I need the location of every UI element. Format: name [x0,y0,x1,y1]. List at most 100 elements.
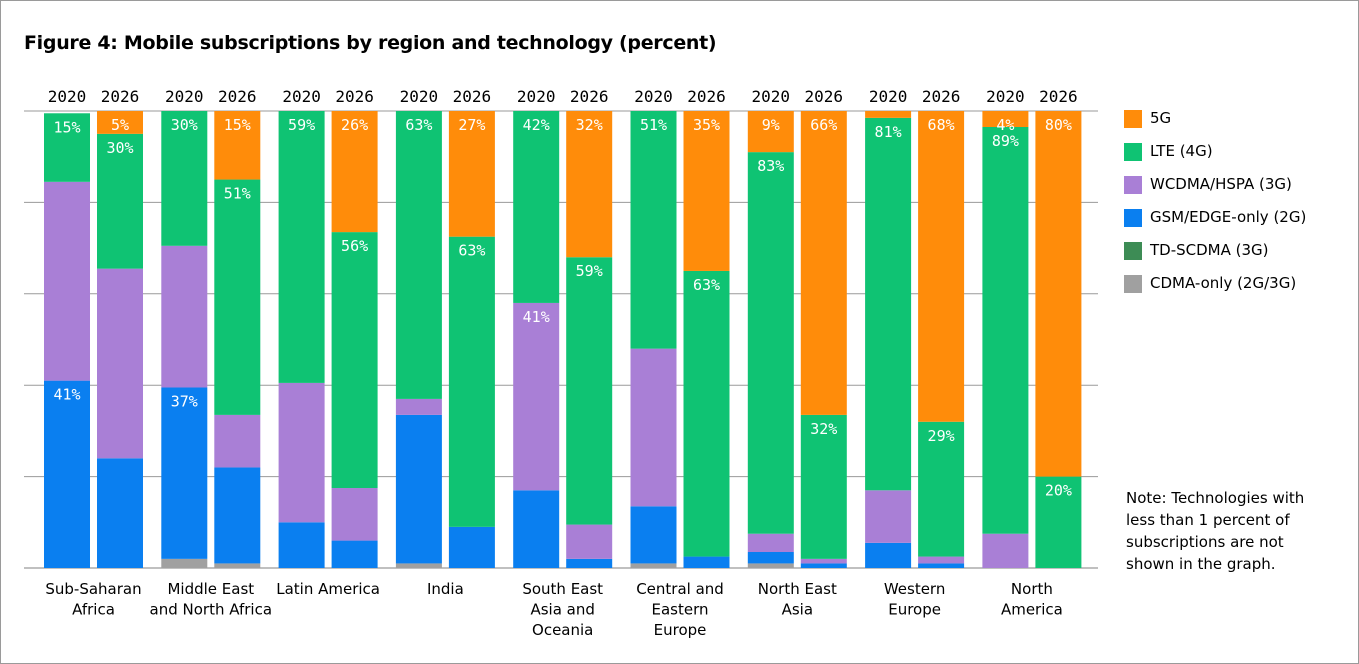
bar-segment-5g [97,111,143,134]
bar-segment-5g [747,111,794,153]
bar-segment-5g [1035,111,1082,477]
year-label: 2026 [453,87,492,106]
bar-segment-lte-4g [1035,476,1082,568]
bar-segment-lte-4g [214,179,261,415]
year-label: 2026 [922,87,961,106]
data-label: 32% [576,116,603,134]
bar-segment-lte-4g [918,421,965,557]
region-label-line: Middle East [167,580,254,598]
year-label: 2026 [570,87,609,106]
year-label: 2020 [48,87,87,106]
bar-segment-gsm-edge-only-2g [630,506,677,564]
region-label-north-east-asia: North East Asia [758,580,837,619]
data-label: 83% [757,157,784,175]
bar-segment-cdma-only-2g-3g [214,563,261,568]
legend-label-td-scdma: TD-SCDMA (3G) [1150,241,1269,259]
bar-segment-lte-4g [800,414,847,559]
year-label: 2020 [165,87,204,106]
region-label-sub-saharan-africa: Sub-Saharan Africa [45,580,141,619]
bar-segment-5g [566,111,613,258]
bar-segment-5g [331,111,378,233]
region-label-line: Eastern [651,601,708,619]
year-label: 2020 [986,87,1025,106]
bar-segment-lte-4g [161,111,208,246]
footnote: Note: Technologies with less than 1 perc… [1126,489,1305,573]
bar-segment-gsm-edge-only-2g [214,467,261,564]
bar-segment-gsm-edge-only-2g [395,414,442,564]
bar-segment-lte-4g [395,111,442,399]
bar-segment-lte-4g [982,126,1029,534]
region-label-line: Asia and [530,601,594,619]
region-label-south-east-asia-and-oceania: South East Asia and Oceania [522,580,603,639]
year-label: 2020 [517,87,556,106]
legend-swatch-gsm [1124,209,1142,227]
data-label: 56% [341,237,368,255]
data-label: 32% [810,420,837,438]
year-label: 2020 [634,87,673,106]
region-label-line: Latin America [276,580,380,598]
data-label: 41% [53,386,80,404]
year-label: 2026 [687,87,726,106]
data-label: 15% [53,118,80,136]
bar-segment-cdma-only-2g-3g [395,563,442,568]
legend-swatch-wcdma [1124,176,1142,194]
bar-segment-lte-4g [566,257,613,525]
data-label: 30% [171,116,198,134]
bar-segment-wcdma-hspa-3g [97,268,143,459]
data-label: 59% [576,262,603,280]
bar-segment-cdma-only-2g-3g [161,558,208,568]
legend-label-wcdma: WCDMA/HSPA (3G) [1150,175,1292,193]
bar-segment-5g [214,111,261,180]
data-label: 63% [405,116,432,134]
data-label: 20% [1045,482,1072,500]
legend-label-gsm: GSM/EDGE-only (2G) [1150,208,1307,226]
bar-segment-5g [918,111,965,422]
figure-title: Figure 4: Mobile subscriptions by region… [24,32,717,54]
data-label: 29% [928,427,955,445]
data-label: 4% [996,116,1014,134]
legend-label-lte: LTE (4G) [1150,142,1213,160]
data-label: 30% [106,139,133,157]
bar-segment-lte-4g [331,232,378,489]
bar-segment-wcdma-hspa-3g [630,348,677,507]
bar-segment-gsm-edge-only-2g [747,552,794,564]
region-label-line: North East [758,580,837,598]
region-label-line: and North Africa [150,601,273,619]
region-label-latin-america: Latin America [276,580,380,598]
data-label: 51% [224,185,251,203]
bar-segment-gsm-edge-only-2g [918,563,965,568]
region-label-western-europe: Western Europe [884,580,946,619]
bar-segment-wcdma-hspa-3g [865,490,912,543]
data-label: 51% [640,116,667,134]
data-label: 63% [458,242,485,260]
legend-swatch-td-scdma [1124,242,1142,260]
data-label: 37% [171,392,198,410]
data-label: 63% [693,276,720,294]
bar-segment-lte-4g [747,152,794,534]
region-label-line: Sub-Saharan [45,580,141,598]
bar-segment-gsm-edge-only-2g [865,542,912,568]
legend-swatch-lte [1124,143,1142,161]
bar-segment-cdma-only-2g-3g [747,563,794,568]
region-label-india: India [427,580,464,598]
region-label-line: South East [522,580,603,598]
bar-segment-5g [865,111,912,118]
bar-segment-gsm-edge-only-2g [448,526,495,568]
legend-swatch-5g [1124,110,1142,128]
bar-segment-lte-4g [683,270,730,557]
bar-segment-wcdma-hspa-3g [278,382,325,523]
bar-segment-wcdma-hspa-3g [800,558,847,564]
data-label: 80% [1045,116,1072,134]
legend-label-cdma: CDMA-only (2G/3G) [1150,274,1297,292]
year-label: 2026 [805,87,844,106]
data-label: 81% [875,123,902,141]
region-label-line: Central and [636,580,724,598]
bar-segment-gsm-edge-only-2g [800,563,847,568]
region-label-line: Asia [782,601,813,619]
bar-segment-gsm-edge-only-2g [566,558,613,568]
data-label: 89% [992,132,1019,150]
bar-segment-5g [448,111,495,237]
region-label-middle-east-and-north-africa: Middle East and North Africa [150,580,273,619]
bar-segment-wcdma-hspa-3g [918,556,965,564]
